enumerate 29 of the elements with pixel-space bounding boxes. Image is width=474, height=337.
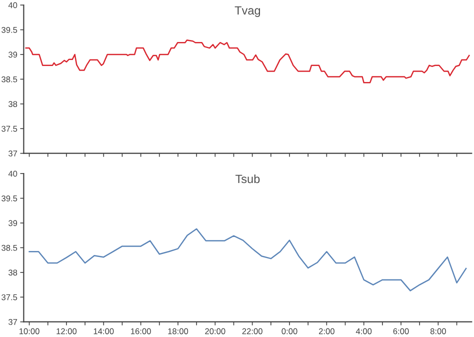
x-tick-label: 2:00 [318,328,334,334]
y-tick-label: 38 [8,101,18,108]
y-tick-label: 37.5 [2,126,18,132]
x-tick-label: 6:00 [393,328,409,334]
y-tick-label: 37.5 [2,294,18,300]
y-tick-label: 37 [8,319,18,325]
y-tick-label: 38.5 [2,244,18,251]
y-tick-label: 37 [8,150,18,156]
x-tick-label: 0:00 [282,328,298,334]
x-tick-label: 10:00 [19,328,40,334]
x-tick-label: 4:00 [356,328,372,334]
x-tick-label: 12:00 [56,328,77,334]
y-tick-label: 39.5 [2,26,18,33]
y-tick-label: 39 [8,220,18,226]
line-series [28,228,467,292]
chart-title: Tvag [234,6,260,17]
y-tick-label: 39 [8,52,18,58]
y-tick-label: 40 [8,170,18,177]
x-tick-label: 20:00 [205,328,226,334]
y-tick-label: 40 [8,2,18,8]
y-tick-label: 39.5 [2,195,18,202]
x-tick-label: 8:00 [430,328,446,334]
y-tick-label: 38.5 [2,76,18,82]
x-tick-label: 14:00 [94,328,114,334]
x-tick-label: 18:00 [168,328,188,334]
x-tick-label: 16:00 [131,328,151,334]
y-tick-label: 38 [8,270,18,276]
x-tick-label: 22:00 [242,328,262,334]
chart-title: Tsub [235,174,260,184]
